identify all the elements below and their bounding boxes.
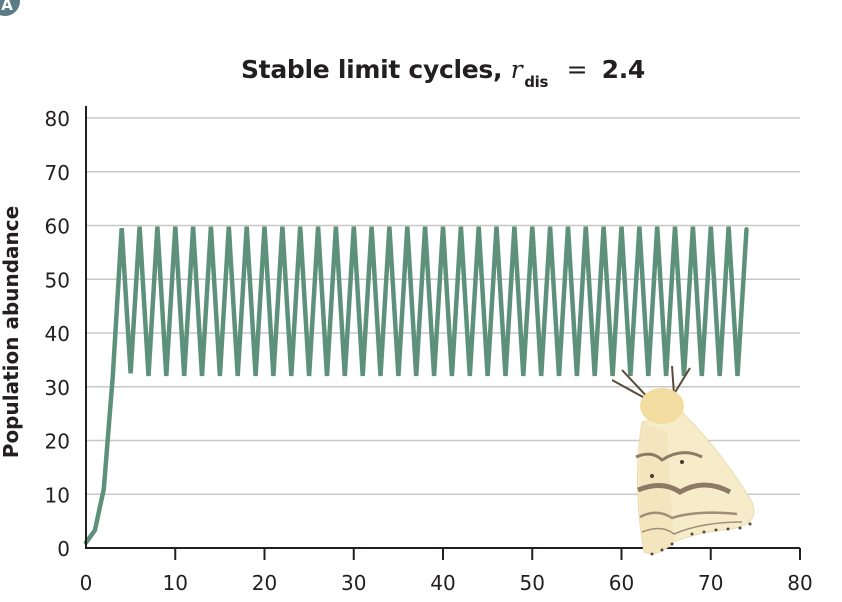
panel-label-badge: A bbox=[0, 0, 20, 16]
title-equals: = bbox=[566, 55, 588, 84]
title-symbol: r bbox=[510, 55, 523, 84]
x-tick-label: 10 bbox=[163, 571, 188, 595]
y-tick-label: 0 bbox=[57, 537, 70, 561]
x-tick-label: 40 bbox=[430, 571, 455, 595]
y-tick-label: 20 bbox=[45, 430, 70, 454]
moth-icon bbox=[612, 365, 755, 556]
y-tick-label: 10 bbox=[45, 483, 70, 507]
chart-title: Stable limit cycles, r dis = 2.4 bbox=[0, 55, 842, 91]
x-tick-label: 80 bbox=[787, 571, 812, 595]
y-tick-label: 30 bbox=[45, 376, 70, 400]
x-tick-label: 0 bbox=[80, 571, 93, 595]
y-tick-label: 40 bbox=[45, 322, 70, 346]
x-tick-label: 50 bbox=[520, 571, 545, 595]
y-tick-label: 50 bbox=[45, 268, 70, 292]
population-line bbox=[83, 226, 749, 545]
x-tick-label: 70 bbox=[698, 571, 723, 595]
moth-illustration bbox=[612, 365, 755, 556]
panel-label: A bbox=[1, 0, 13, 14]
y-tick-label: 70 bbox=[45, 161, 70, 185]
title-prefix: Stable limit cycles, bbox=[240, 55, 503, 84]
x-tick-label: 60 bbox=[609, 571, 634, 595]
title-value: 2.4 bbox=[601, 55, 646, 84]
x-axis-ticks: 0 10 20 30 40 50 60 70 80 bbox=[80, 548, 813, 595]
y-tick-label: 60 bbox=[45, 215, 70, 239]
x-tick-label: 20 bbox=[252, 571, 277, 595]
y-tick-label: 80 bbox=[45, 107, 70, 131]
title-subscript: dis bbox=[524, 73, 549, 91]
y-axis-ticks: 0 10 20 30 40 50 60 70 80 bbox=[45, 107, 70, 561]
x-tick-label: 30 bbox=[341, 571, 366, 595]
